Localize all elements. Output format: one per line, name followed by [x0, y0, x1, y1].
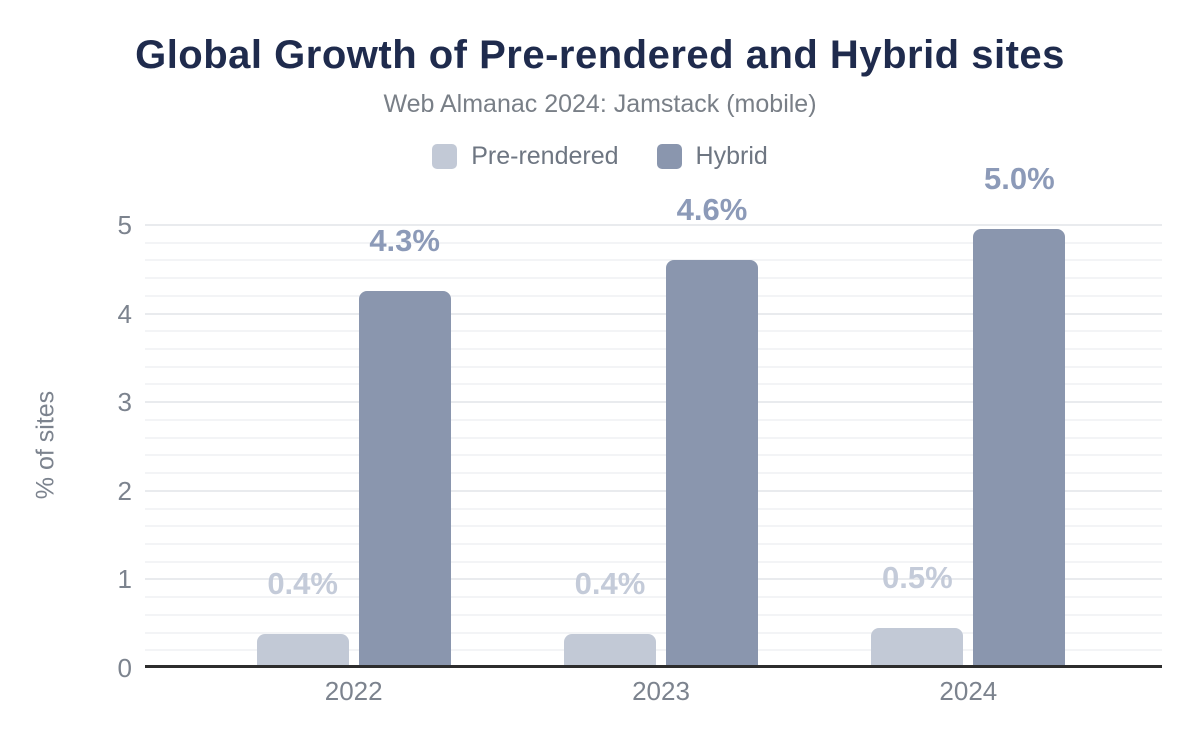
minor-gridline — [145, 259, 1162, 262]
bar-pre-rendered-2022 — [256, 634, 349, 668]
minor-gridline — [145, 507, 1162, 510]
legend-swatch-icon — [656, 144, 682, 169]
x-axis-line — [145, 665, 1162, 668]
minor-gridline — [145, 560, 1162, 563]
legend-swatch-icon — [432, 144, 458, 169]
minor-gridline — [145, 436, 1162, 439]
bar-hybrid-2022 — [358, 291, 451, 668]
major-gridline — [145, 401, 1162, 404]
minor-gridline — [145, 613, 1162, 616]
legend: Pre-rendered Hybrid — [0, 142, 1200, 171]
bar-hybrid-2024 — [973, 229, 1066, 668]
minor-gridline — [145, 277, 1162, 280]
bar-pre-rendered-2023 — [564, 634, 656, 668]
bar-value-label: 0.5% — [881, 560, 953, 596]
y-tick-label-1: 1 — [117, 564, 132, 595]
major-gridline — [145, 224, 1162, 226]
legend-item-pre-rendered: Pre-rendered — [432, 142, 619, 171]
legend-label: Hybrid — [695, 142, 768, 170]
minor-gridline — [145, 348, 1162, 351]
minor-gridline — [145, 542, 1162, 545]
y-axis-title: % of sites — [31, 390, 60, 500]
minor-gridline — [145, 294, 1162, 297]
bar-value-label: 0.4% — [574, 566, 646, 602]
legend-label: Pre-rendered — [471, 142, 619, 170]
minor-gridline — [145, 631, 1162, 634]
bar-hybrid-2023 — [666, 260, 758, 668]
y-tick-label-4: 4 — [117, 298, 132, 329]
bar-value-label: 4.6% — [676, 192, 748, 228]
bar-pre-rendered-2024 — [871, 628, 964, 668]
bar-value-label: 5.0% — [983, 161, 1055, 197]
y-tick-label-3: 3 — [117, 387, 132, 418]
major-gridline — [145, 489, 1162, 492]
bar-value-label: 4.3% — [369, 223, 440, 259]
major-gridline — [145, 312, 1162, 315]
y-tick-label-5: 5 — [117, 210, 132, 240]
y-tick-label-0: 0 — [117, 653, 132, 683]
chart-title: Global Growth of Pre-rendered and Hybrid… — [135, 33, 1065, 77]
minor-gridline — [145, 454, 1162, 457]
bar-value-label: 0.4% — [267, 566, 338, 602]
x-tick-label-2023: 2023 — [632, 676, 690, 706]
y-tick-label-2: 2 — [117, 475, 132, 506]
minor-gridline — [145, 525, 1162, 528]
minor-gridline — [145, 383, 1162, 386]
minor-gridline — [145, 596, 1162, 599]
chart-subtitle: Web Almanac 2024: Jamstack (mobile) — [383, 90, 817, 118]
major-gridline — [145, 578, 1162, 581]
legend-item-hybrid: Hybrid — [656, 142, 768, 171]
plot-area: 0.4% 4.3% 0.4% 4.6% 0.5% 5.0% — [145, 140, 1162, 668]
minor-gridline — [145, 472, 1162, 475]
minor-gridline — [145, 241, 1162, 244]
x-tick-label-2022: 2022 — [324, 676, 383, 706]
minor-gridline — [145, 330, 1162, 333]
minor-gridline — [145, 365, 1162, 368]
minor-gridline — [145, 418, 1162, 421]
x-tick-label-2024: 2024 — [939, 676, 998, 706]
